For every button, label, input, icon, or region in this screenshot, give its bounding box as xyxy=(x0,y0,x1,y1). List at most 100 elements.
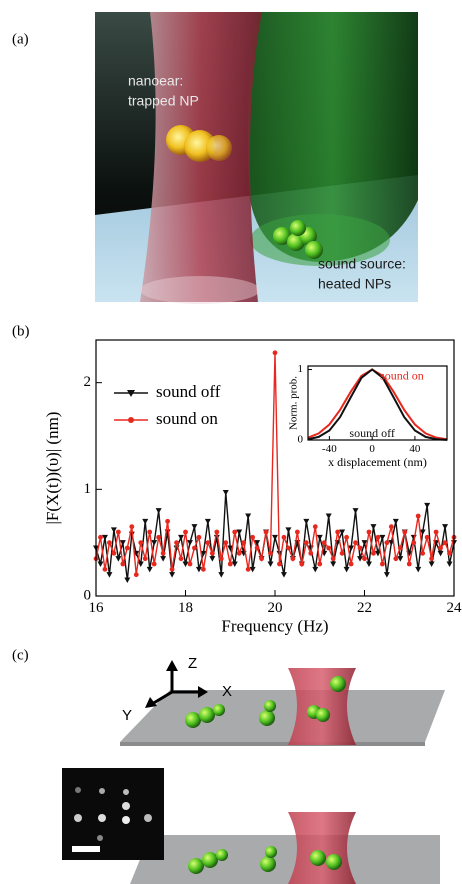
point xyxy=(303,540,309,546)
legend-label: sound off xyxy=(156,382,221,401)
point xyxy=(102,566,108,572)
point xyxy=(330,561,337,567)
point xyxy=(428,561,435,567)
y-tick-label: 0 xyxy=(84,587,92,603)
legend-label: sound on xyxy=(156,409,218,428)
point xyxy=(129,524,135,530)
point xyxy=(101,534,108,541)
point xyxy=(397,545,403,551)
point xyxy=(411,540,417,546)
point xyxy=(339,550,345,556)
point xyxy=(110,527,117,533)
point xyxy=(147,529,153,535)
point xyxy=(178,534,185,541)
point xyxy=(169,566,175,572)
point xyxy=(392,518,399,525)
point xyxy=(353,540,358,546)
point xyxy=(165,518,171,524)
point xyxy=(406,561,412,567)
point xyxy=(227,545,234,551)
annotation: nanoear: xyxy=(128,73,183,89)
point xyxy=(267,561,274,567)
point xyxy=(250,534,256,540)
point xyxy=(254,540,261,546)
point xyxy=(317,561,323,567)
panel-label: (b) xyxy=(12,323,30,339)
point xyxy=(249,566,256,573)
point xyxy=(204,518,211,525)
point xyxy=(370,524,377,530)
point xyxy=(119,540,126,546)
point xyxy=(272,534,278,541)
point xyxy=(343,566,350,573)
point xyxy=(115,529,121,535)
point xyxy=(174,540,179,546)
point xyxy=(151,540,158,546)
point xyxy=(146,566,153,573)
point xyxy=(222,490,229,496)
y-tick-label: 1 xyxy=(298,363,304,375)
point xyxy=(397,556,404,562)
point xyxy=(438,545,443,551)
point xyxy=(361,540,368,546)
point xyxy=(303,518,310,525)
point xyxy=(415,513,421,519)
point xyxy=(312,524,318,530)
point xyxy=(254,545,260,551)
point xyxy=(160,550,166,556)
y-axis-label: Norm. prob. xyxy=(288,376,300,430)
axis-label: Y xyxy=(122,707,132,724)
point xyxy=(280,572,287,578)
point xyxy=(308,550,314,556)
point xyxy=(348,545,355,551)
point xyxy=(191,524,198,530)
point xyxy=(420,550,426,556)
annotation: trapped NP xyxy=(128,93,199,109)
point xyxy=(124,545,130,551)
point xyxy=(241,540,247,546)
schematic-c xyxy=(62,660,445,884)
point xyxy=(419,529,426,535)
point xyxy=(218,556,224,562)
point xyxy=(294,529,300,535)
point xyxy=(379,534,386,541)
point xyxy=(209,556,216,562)
point xyxy=(447,550,452,556)
point xyxy=(151,561,157,567)
point xyxy=(196,534,202,540)
point xyxy=(169,572,176,578)
point xyxy=(325,513,332,519)
point xyxy=(330,556,336,562)
point xyxy=(393,556,399,562)
point xyxy=(272,350,278,356)
point xyxy=(97,561,104,567)
x-axis-label: x displacement (nm) xyxy=(328,455,427,469)
point xyxy=(232,529,238,535)
point xyxy=(415,566,422,573)
point xyxy=(365,561,372,567)
x-tick-label: 0 xyxy=(369,443,375,455)
point xyxy=(380,561,385,567)
x-tick-label: 24 xyxy=(447,600,462,616)
point xyxy=(107,540,112,546)
point xyxy=(316,534,323,541)
point xyxy=(299,561,305,567)
point xyxy=(209,550,215,556)
point xyxy=(186,540,193,546)
point xyxy=(383,572,390,578)
point xyxy=(98,534,103,540)
panel-label: (a) xyxy=(12,31,29,47)
point xyxy=(187,561,193,567)
annotation: sound source: xyxy=(318,256,406,272)
y-axis-label: |F(X(t))(υ)| (nm) xyxy=(43,412,62,525)
point xyxy=(312,566,319,573)
point xyxy=(133,572,139,578)
x-tick-label: 20 xyxy=(268,600,283,616)
y-tick-label: 2 xyxy=(84,374,92,390)
point xyxy=(446,561,453,567)
point xyxy=(388,524,394,530)
point xyxy=(375,534,381,540)
point xyxy=(192,545,197,551)
series-line xyxy=(307,368,448,441)
point xyxy=(281,534,287,540)
